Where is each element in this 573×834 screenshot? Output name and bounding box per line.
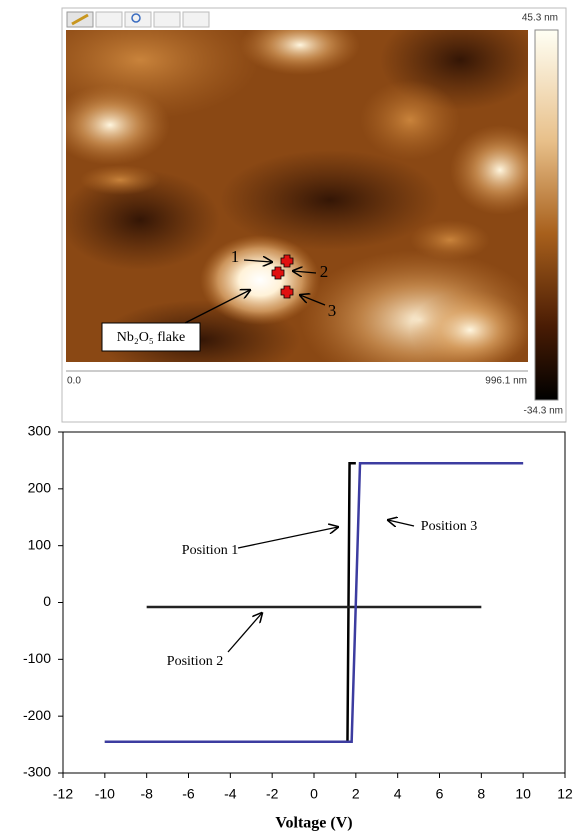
point-label: 3 [328,301,337,320]
tool-button[interactable] [154,12,180,27]
x-tick-label: -4 [224,786,237,802]
x-tick-label: -10 [95,786,115,802]
annotation-arrow [388,520,414,526]
scale-max: 45.3 nm [522,13,558,24]
x-axis-label: Voltage (V) [275,815,352,832]
x-tick-label: 0 [310,786,318,802]
plot-frame [63,432,565,773]
annotation-arrow [228,613,262,652]
y-tick-label: 0 [43,593,51,609]
tool-button[interactable] [96,12,122,27]
y-tick-label: -100 [23,650,51,666]
y-tick-label: -200 [23,707,51,723]
y-tick-label: -300 [23,764,51,780]
series-line [105,463,523,741]
x-tick-label: 6 [436,786,444,802]
y-tick-label: 300 [28,423,52,439]
x-tick-label: -2 [266,786,279,802]
x-tick-label: 8 [477,786,485,802]
y-tick-label: 200 [28,480,52,496]
x-axis-end: 996.1 nm [485,376,527,387]
x-tick-label: 10 [515,786,531,802]
figure: 45.3 nm -34.3 nm 0.0 996.1 nm 1 2 3 Nb₂O… [0,0,573,834]
iv-chart: -300 -200 -100 0 100 200 300 -12 -10 -8 -6 -4 -2 0 2 4 6… [23,423,573,832]
x-tick-label: -12 [53,786,73,802]
tool-button[interactable] [183,12,209,27]
annotation-arrow [238,527,338,548]
color-scale [535,30,558,400]
afm-image [20,0,550,390]
x-axis-start: 0.0 [67,376,81,387]
y-tick-label: 100 [28,536,52,552]
toolbar [67,12,209,27]
point-label: 2 [320,262,329,281]
x-tick-label: 2 [352,786,360,802]
x-tick-label: 12 [557,786,573,802]
x-tick-label: -8 [140,786,153,802]
scale-min: -34.3 nm [524,406,563,417]
point-label: 1 [231,247,240,266]
flake-label: Nb₂O₅ flake [117,330,185,345]
x-tick-label: 4 [394,786,402,802]
series-annotation: Position 1 [182,543,238,558]
x-tick-label: -6 [182,786,195,802]
series-line [105,463,356,741]
series-annotation: Position 3 [421,519,477,534]
series-annotation: Position 2 [167,654,223,669]
